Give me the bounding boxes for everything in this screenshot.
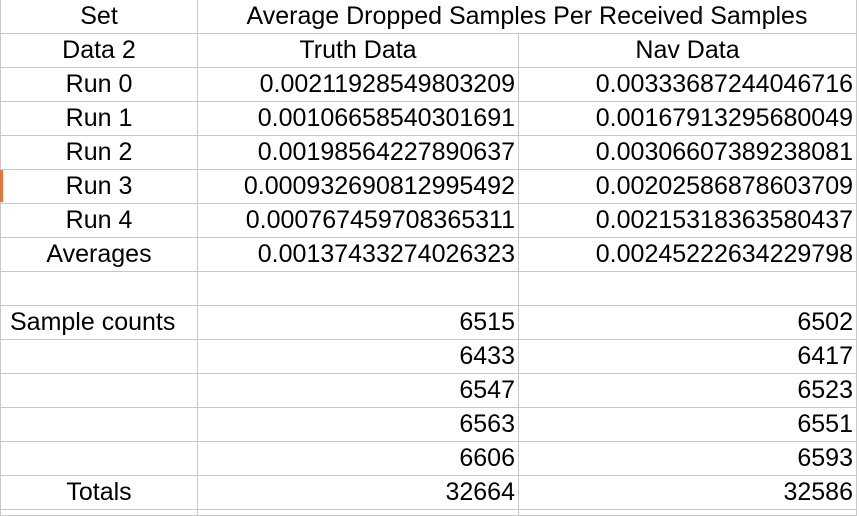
count-truth-cell[interactable]: 6563 [198, 408, 519, 442]
truth-value-cell[interactable]: 0.00198564227890637 [198, 136, 519, 170]
totals-row: Totals 32664 32586 [0, 476, 859, 510]
count-nav-cell[interactable]: 6523 [519, 374, 857, 408]
totals-nav-cell[interactable]: 32586 [519, 476, 857, 510]
empty-cell[interactable] [0, 272, 198, 306]
sample-counts-row: 6433 6417 [0, 340, 859, 374]
run-label-cell[interactable]: Run 4 [0, 204, 198, 238]
truth-value-cell[interactable]: 0.000767459708365311 [198, 204, 519, 238]
count-truth-cell[interactable]: 6606 [198, 442, 519, 476]
averages-truth-cell[interactable]: 0.00137433274026323 [198, 238, 519, 272]
count-nav-cell[interactable]: 6593 [519, 442, 857, 476]
count-nav-cell[interactable]: 6502 [519, 306, 857, 340]
run-label-cell[interactable]: Run 0 [0, 68, 198, 102]
sample-counts-row: Sample counts 6515 6502 [0, 306, 859, 340]
run-label-cell[interactable]: Run 3 [0, 170, 198, 204]
empty-cell[interactable] [198, 510, 519, 516]
nav-value-cell[interactable]: 0.00167913295680049 [519, 102, 857, 136]
count-truth-cell[interactable]: 6547 [198, 374, 519, 408]
sample-counts-row: 6563 6551 [0, 408, 859, 442]
nav-value-cell[interactable]: 0.00215318363580437 [519, 204, 857, 238]
empty-cell[interactable] [519, 272, 857, 306]
averages-nav-cell[interactable]: 0.00245222634229798 [519, 238, 857, 272]
sample-counts-row: 6547 6523 [0, 374, 859, 408]
truth-value-cell[interactable]: 0.00106658540301691 [198, 102, 519, 136]
table-row: Run 3 0.000932690812995492 0.00202586878… [0, 170, 859, 204]
run-label-cell[interactable]: Run 2 [0, 136, 198, 170]
empty-row [0, 272, 859, 306]
truth-data-header-cell[interactable]: Truth Data [198, 34, 519, 68]
sample-counts-row: 6606 6593 [0, 442, 859, 476]
header-row: Set Average Dropped Samples Per Received… [0, 0, 859, 34]
empty-cell[interactable] [0, 442, 198, 476]
table-row: Run 1 0.00106658540301691 0.001679132956… [0, 102, 859, 136]
run-label-cell[interactable]: Run 1 [0, 102, 198, 136]
nav-value-cell[interactable]: 0.00202586878603709 [519, 170, 857, 204]
empty-cell[interactable] [0, 374, 198, 408]
row-selection-marker [0, 170, 3, 202]
totals-truth-cell[interactable]: 32664 [198, 476, 519, 510]
title-cell[interactable]: Average Dropped Samples Per Received Sam… [198, 0, 857, 34]
truth-value-cell[interactable]: 0.00211928549803209 [198, 68, 519, 102]
set-name-cell[interactable]: Data 2 [0, 34, 198, 68]
nav-value-cell[interactable]: 0.00333687244046716 [519, 68, 857, 102]
empty-cell[interactable] [0, 408, 198, 442]
empty-cell[interactable] [0, 510, 198, 516]
nav-value-cell[interactable]: 0.00306607389238081 [519, 136, 857, 170]
set-header-cell[interactable]: Set [0, 0, 198, 34]
subheader-row: Data 2 Truth Data Nav Data [0, 34, 859, 68]
table-row: Run 2 0.00198564227890637 0.003066073892… [0, 136, 859, 170]
empty-cell[interactable] [519, 510, 857, 516]
averages-row: Averages 0.00137433274026323 0.002452226… [0, 238, 859, 272]
sample-counts-label-cell[interactable]: Sample counts [0, 306, 198, 340]
count-truth-cell[interactable]: 6515 [198, 306, 519, 340]
nav-data-header-cell[interactable]: Nav Data [519, 34, 857, 68]
count-nav-cell[interactable]: 6551 [519, 408, 857, 442]
totals-label-cell[interactable]: Totals [0, 476, 198, 510]
empty-cell[interactable] [198, 272, 519, 306]
count-truth-cell[interactable]: 6433 [198, 340, 519, 374]
table-row: Run 0 0.00211928549803209 0.003336872440… [0, 68, 859, 102]
averages-label-cell[interactable]: Averages [0, 238, 198, 272]
table-row: Run 4 0.000767459708365311 0.00215318363… [0, 204, 859, 238]
truth-value-cell[interactable]: 0.000932690812995492 [198, 170, 519, 204]
empty-cell[interactable] [0, 340, 198, 374]
count-nav-cell[interactable]: 6417 [519, 340, 857, 374]
partial-row [0, 510, 859, 516]
